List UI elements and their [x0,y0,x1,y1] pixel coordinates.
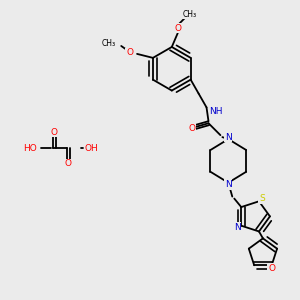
Text: O: O [65,159,72,168]
Text: N: N [225,133,232,142]
Text: O: O [188,124,195,133]
Text: CH₃: CH₃ [101,40,115,49]
Text: O: O [174,24,181,33]
Text: S: S [259,194,265,203]
Text: O: O [268,264,275,273]
Text: N: N [234,223,241,232]
Text: HO: HO [23,143,37,152]
Text: N: N [225,180,232,189]
Text: NH: NH [209,107,223,116]
Text: CH₃: CH₃ [183,10,197,19]
Text: O: O [51,128,58,137]
Text: O: O [126,48,133,57]
Text: OH: OH [85,143,98,152]
